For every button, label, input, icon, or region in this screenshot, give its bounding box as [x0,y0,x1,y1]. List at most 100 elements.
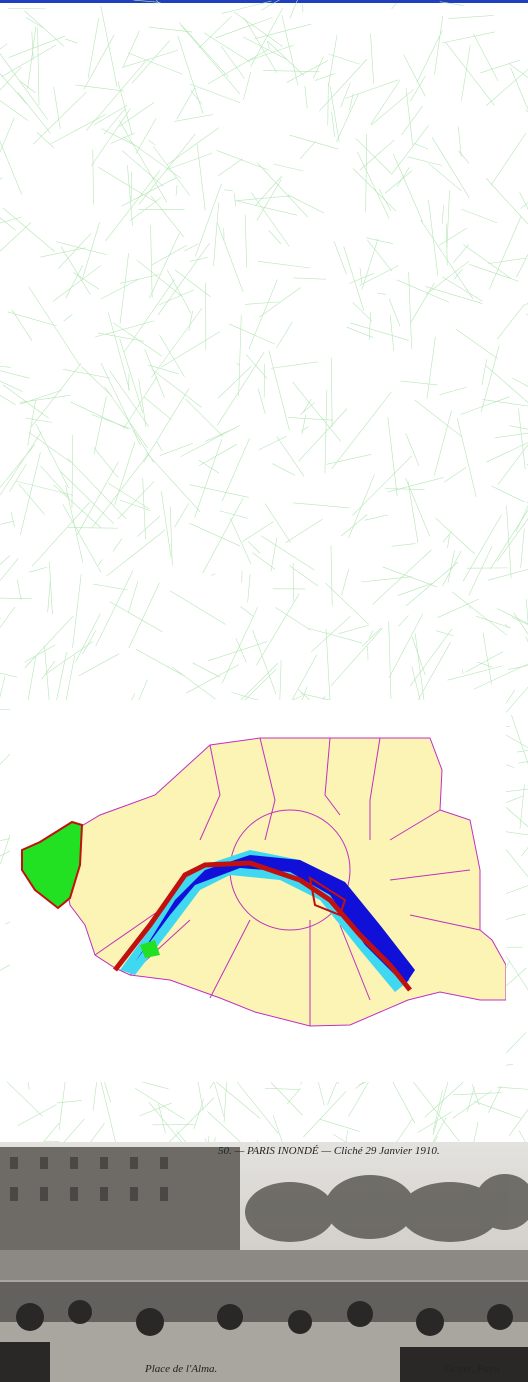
pattern-line [40,247,86,258]
pattern-line [76,461,119,537]
pattern-line [476,616,512,629]
pattern-line [228,323,276,345]
pattern-line [62,369,111,379]
pattern-line [0,217,16,231]
pattern-line [211,573,216,576]
pattern-line [189,522,241,547]
pattern-line [87,18,100,79]
pattern-line [415,642,451,704]
pattern-line [361,238,379,290]
pattern-line [109,601,163,633]
pattern-line [2,384,49,419]
pattern-line [40,465,70,498]
pattern-line [505,955,528,991]
pattern-line [445,42,495,106]
pattern-line [466,1086,475,1112]
pattern-line [62,504,102,573]
pattern-line [0,555,11,565]
pattern-line [119,252,129,324]
pattern-line [400,380,438,386]
pattern-line [370,33,374,84]
pattern-line [123,30,140,67]
pattern-line [150,225,153,299]
pattern-line [452,1090,492,1119]
pattern-line [431,137,470,198]
pattern-line [11,309,33,342]
pattern-line [447,549,455,584]
pattern-line [439,1,464,6]
pattern-line [100,363,141,446]
pattern-line [25,417,52,423]
pattern-line [454,268,463,280]
pattern-line [56,241,108,256]
pattern-line [170,590,226,625]
pattern-line [331,627,383,686]
pattern-line [328,53,360,65]
pattern-line [371,88,415,126]
pattern-line [488,216,522,290]
pattern-line [355,138,392,174]
pattern-line [82,630,97,655]
photo-caption-top: 50. — PARIS INONDÉ — Cliché 29 Janvier 1… [218,1145,440,1157]
pattern-line [405,561,459,607]
pattern-line [31,363,82,427]
pattern-line [174,269,211,298]
pattern-line [392,153,424,223]
pattern-line [18,80,36,94]
pattern-line [237,200,298,216]
pattern-line [25,17,44,28]
pattern-line [389,315,395,352]
pattern-line [53,484,102,529]
pattern-line [441,204,444,225]
pattern-line [112,538,123,552]
pattern-line [17,92,51,134]
pattern-line [250,8,283,67]
pattern-line [148,364,179,375]
pattern-line [121,49,179,68]
pattern-line [60,246,91,295]
pattern-line [19,389,62,405]
pattern-line [252,552,276,570]
pattern-line [166,269,192,314]
pattern-line [0,117,15,153]
pattern-line [133,0,161,3]
pattern-line [100,5,118,88]
pattern-line [31,31,34,60]
pattern-line [401,105,423,136]
pattern-line [368,311,372,340]
pattern-line [159,442,194,456]
pattern-line [0,44,57,78]
pattern-line [398,615,409,627]
pattern-line [53,86,61,130]
pattern-line [407,481,419,544]
pattern-line [447,665,503,681]
pattern-line [0,444,35,488]
pattern-line [292,381,341,442]
pattern-line [17,1104,57,1126]
pattern-line [196,143,206,211]
pattern-line [52,265,102,302]
pattern-line [326,454,372,465]
historic-photo: 50. — PARIS INONDÉ — Cliché 29 Janvier 1… [0,1142,528,1382]
pattern-line [247,44,294,62]
pattern-line [511,714,528,765]
pattern-line [518,761,528,764]
pattern-line [442,31,495,44]
pattern-line [119,102,155,127]
pattern-line [270,537,278,572]
pattern-line [92,149,94,205]
pattern-line [387,477,444,493]
pattern-line [366,237,394,245]
pattern-line [340,82,351,108]
pattern-line [0,676,6,698]
pattern-line [7,311,57,327]
pattern-line [520,202,528,209]
pattern-line [8,35,66,58]
pattern-line [136,259,183,298]
pattern-line [488,1085,502,1113]
pattern-line [0,43,8,50]
pattern-line [289,565,319,587]
pattern-line [497,444,528,485]
pattern-line [259,287,301,318]
pattern-line [257,261,311,269]
